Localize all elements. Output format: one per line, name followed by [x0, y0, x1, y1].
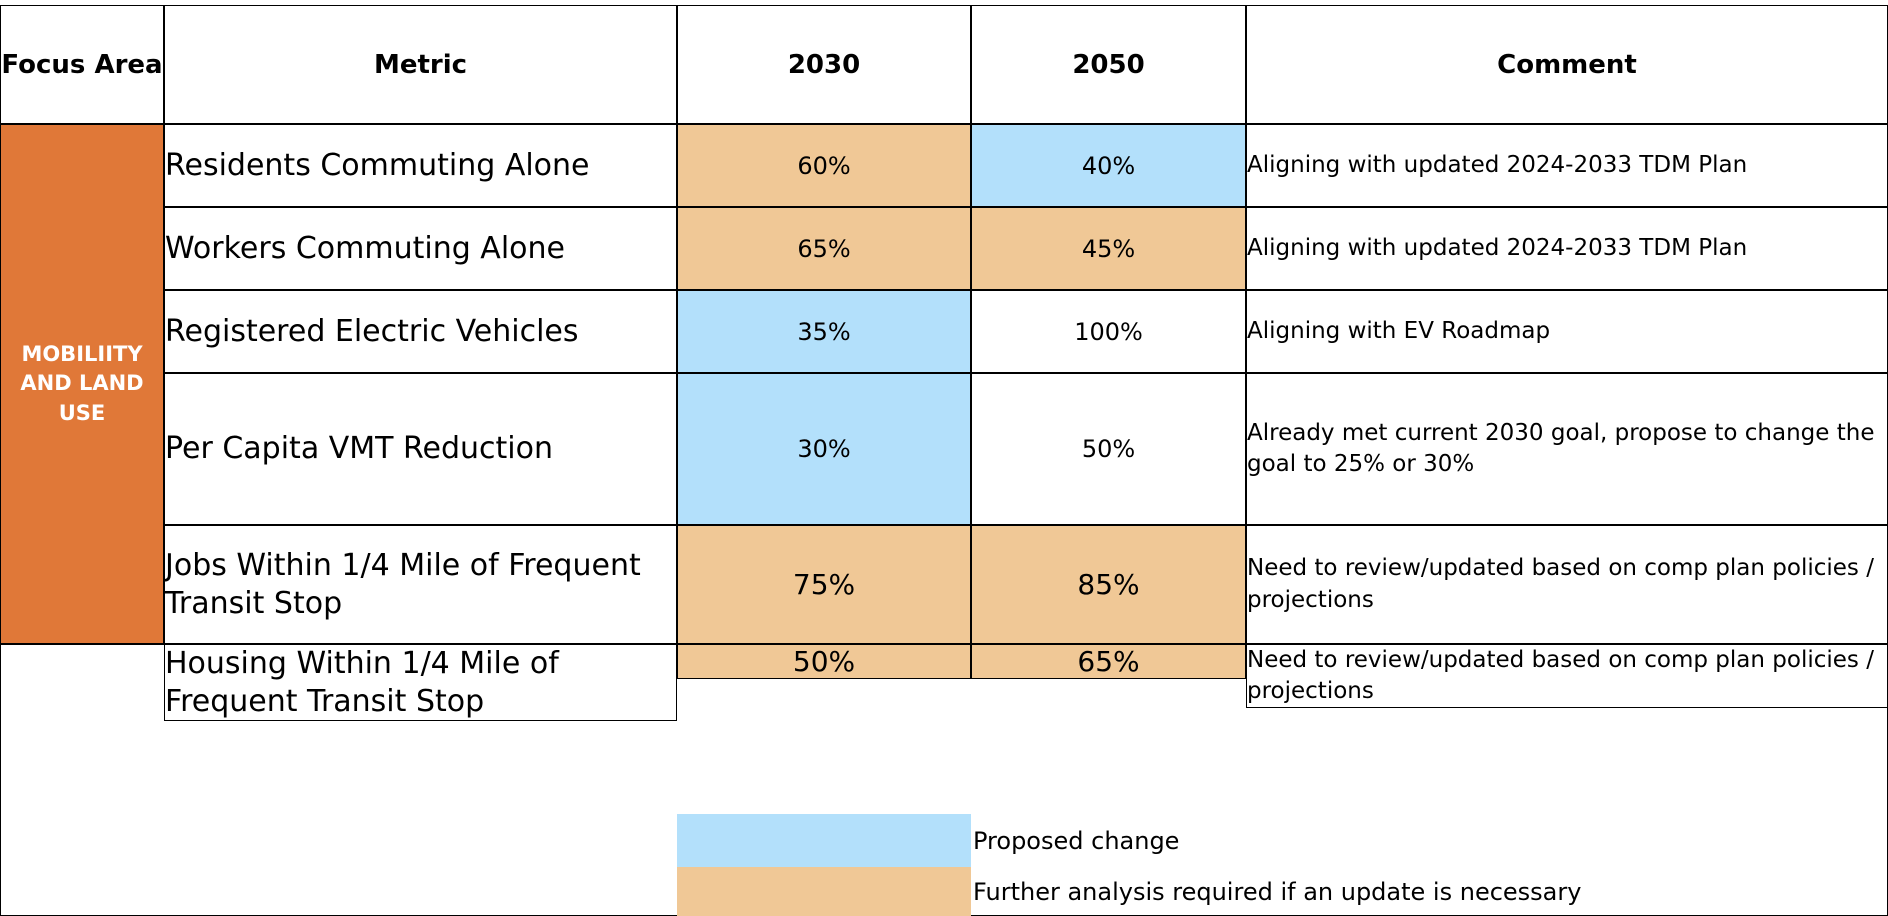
comment-cell: Aligning with updated 2024-2033 TDM Plan: [1246, 207, 1888, 290]
value-2050-text: 50%: [1081, 435, 1136, 463]
value-2030-text: 30%: [797, 435, 851, 463]
metric-cell-text: Workers Commuting Alone: [165, 230, 565, 266]
value-2030-text: 35%: [797, 317, 851, 346]
legend-label-text: Proposed change: [973, 826, 1180, 855]
value-2030: 75%: [677, 525, 971, 644]
value-2050-text: 45%: [1081, 234, 1136, 263]
header-cell: Focus Area: [0, 5, 164, 124]
value-2030: 65%: [677, 207, 971, 290]
value-2050: 45%: [971, 207, 1246, 290]
value-2030-text: 60%: [797, 151, 851, 180]
metric-cell-text: Housing Within 1/4 Mile of Frequent Tran…: [165, 646, 559, 719]
comment-cell-text: Already met current 2030 goal, propose t…: [1247, 419, 1875, 477]
value-2050: 40%: [971, 124, 1246, 207]
metric-cell-text: Registered Electric Vehicles: [165, 313, 579, 349]
legend-label: Further analysis required if an update i…: [973, 867, 1888, 916]
value-2050-text: 100%: [1074, 317, 1143, 346]
header-cell: 2030: [677, 5, 971, 124]
comment-cell: Need to review/updated based on comp pla…: [1246, 525, 1888, 644]
value-2050: 50%: [971, 373, 1246, 525]
comment-cell: Already met current 2030 goal, propose t…: [1246, 373, 1888, 525]
metric-cell-text: Per Capita VMT Reduction: [165, 431, 553, 467]
metric-cell: Per Capita VMT Reduction: [164, 373, 677, 525]
legend-swatch: [677, 814, 971, 867]
value-2030-text: 50%: [792, 645, 856, 678]
legend-label: Proposed change: [973, 814, 1888, 867]
header-cell-text: 2050: [1072, 49, 1145, 80]
metric-cell: Registered Electric Vehicles: [164, 290, 677, 373]
header-cell-text: Focus Area: [1, 49, 163, 80]
header-cell: Metric: [164, 5, 677, 124]
value-2050: 65%: [971, 644, 1246, 679]
focus-area-text: MOBILIITY AND LAND USE: [20, 341, 144, 425]
comment-cell-text: Need to review/updated based on comp pla…: [1247, 647, 1874, 705]
header-cell-text: 2030: [787, 49, 861, 80]
value-2030: 30%: [677, 373, 971, 525]
header-cell-text: Comment: [1497, 49, 1637, 80]
value-2030: 60%: [677, 124, 971, 207]
metric-cell: Workers Commuting Alone: [164, 207, 677, 290]
value-2050: 100%: [971, 290, 1246, 373]
comment-cell: Aligning with EV Roadmap: [1246, 290, 1888, 373]
comment-cell: Need to review/updated based on comp pla…: [1246, 644, 1888, 709]
value-2050-text: 65%: [1077, 645, 1140, 678]
metric-cell: Housing Within 1/4 Mile of Frequent Tran…: [164, 644, 677, 721]
value-2030-text: 75%: [792, 568, 856, 601]
value-2030-text: 65%: [797, 234, 851, 263]
legend-label-text: Further analysis required if an update i…: [973, 877, 1582, 906]
value-2050-text: 85%: [1077, 568, 1140, 601]
comment-cell: Aligning with updated 2024-2033 TDM Plan: [1246, 124, 1888, 207]
legend-swatch: [677, 867, 971, 916]
comment-cell-text: Aligning with updated 2024-2033 TDM Plan: [1247, 234, 1748, 261]
value-2030: 50%: [677, 644, 971, 679]
focus-area: MOBILIITY AND LAND USE: [0, 124, 164, 644]
header-cell: Comment: [1246, 5, 1888, 124]
comment-cell-text: Aligning with EV Roadmap: [1247, 317, 1551, 344]
header-cell: 2050: [971, 5, 1246, 124]
metric-cell: Residents Commuting Alone: [164, 124, 677, 207]
value-2050-text: 40%: [1081, 151, 1136, 180]
metric-cell: Jobs Within 1/4 Mile of Frequent Transit…: [164, 525, 677, 644]
metric-cell-text: Residents Commuting Alone: [165, 147, 590, 183]
value-2050: 85%: [971, 525, 1246, 644]
metric-cell-text: Jobs Within 1/4 Mile of Frequent Transit…: [165, 548, 641, 621]
comment-cell-text: Need to review/updated based on comp pla…: [1247, 555, 1874, 613]
comment-cell-text: Aligning with updated 2024-2033 TDM Plan: [1247, 151, 1748, 178]
value-2030: 35%: [677, 290, 971, 373]
header-cell-text: Metric: [373, 49, 468, 80]
